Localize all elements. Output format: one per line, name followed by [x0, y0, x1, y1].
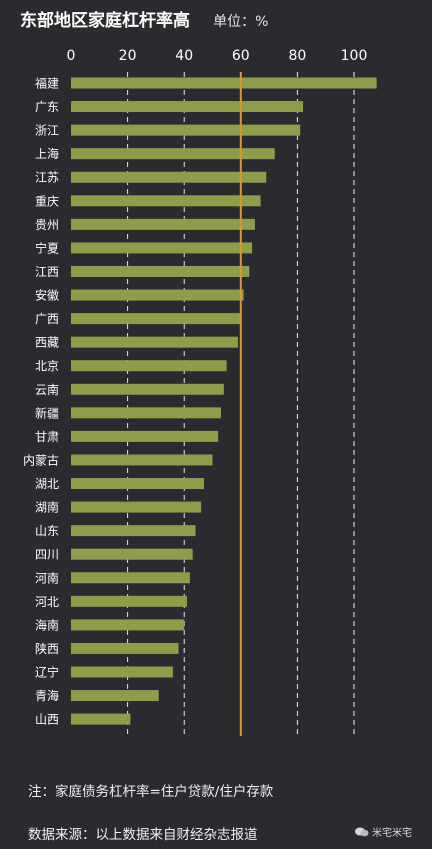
bar: [71, 595, 188, 607]
bar: [71, 454, 213, 466]
category-label: 贵州: [35, 218, 59, 232]
category-label: 山东: [35, 524, 59, 538]
category-label: 甘肃: [35, 430, 59, 444]
bar: [71, 242, 253, 254]
bar: [71, 148, 275, 160]
watermark-text: 米宅米宅: [372, 828, 412, 839]
category-label: 海南: [35, 617, 59, 632]
category-label: 西藏: [35, 336, 59, 350]
bar: [71, 195, 261, 207]
bar: [71, 124, 301, 136]
bar: [71, 548, 193, 560]
bar-chart: 0 20 40 60 80 100 福建广东浙江上海江苏重庆贵州宁夏江西安徽广西西藏北京云南…: [23, 48, 377, 736]
category-label: 青海: [35, 688, 59, 703]
category-label: 四川: [35, 548, 59, 562]
category-label: 湖北: [35, 476, 59, 491]
bar: [71, 666, 173, 678]
footnote: 注：家庭债务杠杆率=住户贷款/住户存款: [28, 784, 274, 800]
category-label: 浙江: [35, 124, 59, 138]
bar: [71, 478, 205, 490]
category-label: 陕西: [35, 641, 59, 656]
category-label: 江苏: [35, 171, 59, 185]
category-label: 辽宁: [35, 665, 59, 680]
bar: [71, 77, 377, 89]
bar: [71, 101, 304, 113]
bar: [71, 313, 241, 325]
category-label: 湖南: [35, 500, 59, 515]
bar: [71, 501, 202, 513]
bar: [71, 572, 190, 584]
bar: [71, 619, 185, 631]
x-tick-label: 60: [232, 48, 250, 64]
category-label: 河南: [35, 570, 59, 585]
chart-title: 东部地区家庭杠杆率高: [20, 11, 190, 31]
category-label: 云南: [35, 382, 59, 397]
x-tick-label: 80: [288, 48, 306, 64]
category-label: 江西: [35, 265, 59, 279]
bar: [71, 690, 159, 702]
category-label: 宁夏: [35, 240, 59, 255]
bar: [71, 713, 131, 725]
bar: [71, 360, 227, 372]
x-tick-label: 100: [341, 48, 368, 64]
x-tick-label: 0: [67, 48, 76, 64]
bar: [71, 218, 255, 230]
bar: [71, 525, 196, 537]
category-label: 北京: [35, 359, 59, 373]
category-label: 山西: [35, 713, 59, 727]
x-tick-label: 40: [175, 48, 193, 64]
bar: [71, 642, 179, 654]
watermark: 米宅米宅: [355, 824, 412, 839]
category-label: 上海: [35, 146, 59, 161]
bar: [71, 383, 224, 395]
bar: [71, 407, 221, 419]
category-label: 福建: [35, 76, 59, 91]
bar: [71, 265, 250, 277]
title-row: 东部地区家庭杠杆率高 单位：%: [20, 6, 268, 32]
data-source: 数据来源：以上数据来自财经杂志报道: [28, 827, 258, 843]
category-label: 重庆: [35, 194, 59, 208]
unit-label: 单位：%: [213, 14, 269, 30]
wechat-icon: [355, 827, 369, 836]
category-label: 内蒙古: [23, 452, 59, 467]
category-label: 广西: [35, 312, 59, 326]
category-label: 广东: [35, 100, 59, 114]
x-tick-label: 20: [119, 48, 137, 64]
bar: [71, 430, 219, 442]
bar: [71, 171, 267, 183]
bar: [71, 289, 244, 301]
category-label: 河北: [35, 595, 59, 609]
category-label: 安徽: [35, 288, 59, 303]
category-label: 新疆: [35, 405, 59, 420]
bar: [71, 336, 238, 348]
